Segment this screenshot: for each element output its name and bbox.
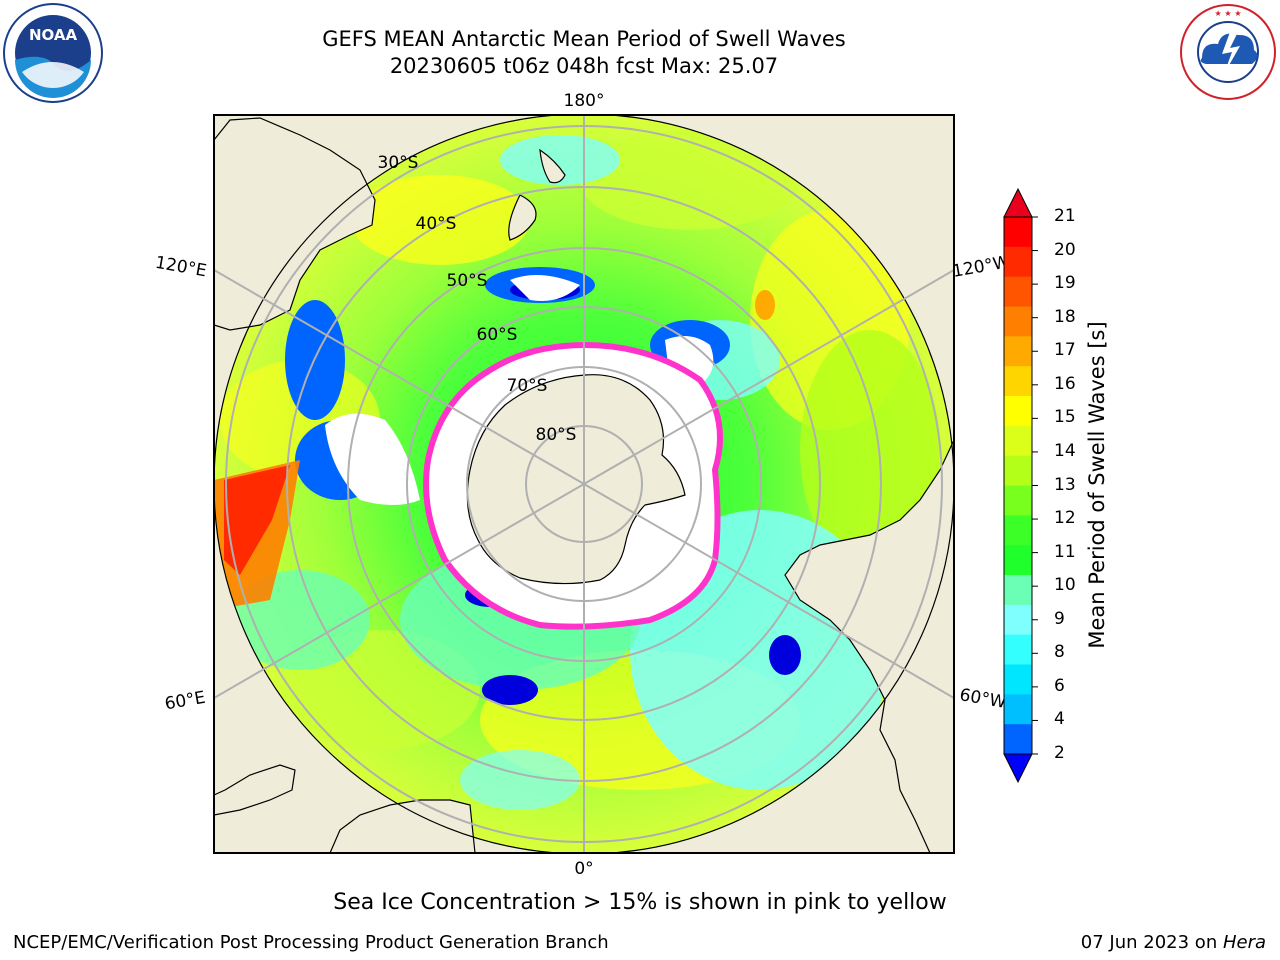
colorbar-segment: [1004, 604, 1032, 636]
colorbar-segment: [1004, 455, 1032, 486]
map-subtitle: 20230605 t06z 048h fcst Max: 25.07: [389, 54, 779, 78]
host-name: Hera: [1222, 932, 1266, 953]
colorbar-segment: [1004, 485, 1032, 516]
colorbar-tick-label: 9: [1054, 608, 1065, 629]
colorbar-under-triangle: [1003, 753, 1033, 784]
colorbar-tick-label: 11: [1054, 541, 1076, 562]
colorbar-tick-label: 21: [1054, 206, 1076, 226]
lon-label-180: 180°: [564, 91, 605, 111]
colorbar-tick-label: 16: [1054, 373, 1076, 394]
south-america-landmass: [784, 439, 954, 853]
colorbar-tick-label: 15: [1054, 407, 1076, 428]
colorbar-segment: [1004, 246, 1032, 278]
colorbar-tick-label: 8: [1054, 642, 1065, 663]
noaa-logo-text: NOAA: [29, 26, 78, 44]
lat-label-60s: 60°S: [477, 325, 518, 345]
colorbar-segment: [1004, 515, 1032, 546]
masked-area: [510, 275, 580, 301]
date-stamp: 07 Jun 2023 on Hera: [1081, 932, 1266, 953]
date-text: 07 Jun 2023 on: [1080, 932, 1223, 953]
colorbar-segment: [1004, 634, 1032, 665]
lat-label-40s: 40°S: [416, 214, 457, 234]
colorbar-segment: [1004, 724, 1032, 755]
credit-line: NCEP/EMC/Verification Post Processing Pr…: [13, 932, 609, 953]
colorbar-tick-label: 2: [1054, 743, 1065, 763]
noaa-logo: NOAA: [3, 3, 103, 103]
colorbar-tick-label: 10: [1054, 575, 1076, 596]
lat-label-30s: 30°S: [378, 153, 419, 173]
colorbar-tick-label: 19: [1054, 273, 1076, 294]
colorbar-segment: [1004, 575, 1032, 606]
colorbar-tick-label: 4: [1054, 709, 1065, 730]
colorbar-tick-label: 18: [1054, 306, 1076, 327]
nws-logo: ★ ★ ★: [1180, 4, 1276, 100]
colorbar-tick-label: 14: [1054, 440, 1076, 461]
lon-label-120e: 120°E: [154, 253, 208, 282]
svg-text:★ ★ ★: ★ ★ ★: [1214, 9, 1241, 18]
colorbar-segment: [1004, 336, 1032, 367]
colorbar-segment: [1004, 276, 1032, 307]
australia-landmass: [214, 117, 376, 331]
colorbar-tick-label: 20: [1054, 239, 1076, 260]
colorbar-segment: [1004, 217, 1032, 248]
map-title: GEFS MEAN Antarctic Mean Period of Swell…: [322, 27, 846, 51]
colorbar-segment: [1004, 425, 1032, 457]
colorbar-tick-label: 6: [1054, 675, 1065, 696]
colorbar-segment: [1004, 664, 1032, 695]
new-zealand-landmass: [508, 148, 566, 241]
lat-label-80s: 80°S: [536, 425, 577, 445]
longitude-gridlines: [214, 115, 954, 853]
lon-label-0: 0°: [574, 859, 593, 879]
madagascar-landmass: [214, 764, 296, 816]
colorbar-segment: [1004, 366, 1032, 397]
colorbar-tick-label: 12: [1054, 508, 1076, 529]
map-frame: [213, 114, 955, 854]
colorbar: [1003, 187, 1038, 784]
colorbar-title: Mean Period of Swell Waves [s]: [1085, 321, 1109, 649]
sea-ice-footnote: Sea Ice Concentration > 15% is shown in …: [333, 890, 947, 915]
colorbar-over-triangle: [1003, 187, 1033, 218]
colorbar-segment: [1004, 694, 1032, 725]
colorbar-tick-label: 13: [1054, 474, 1076, 495]
lat-label-50s: 50°S: [447, 271, 488, 291]
lon-label-60e: 60°E: [163, 688, 207, 715]
colorbar-tick-label: 17: [1054, 340, 1076, 361]
colorbar-segment: [1004, 306, 1032, 337]
colorbar-segment: [1004, 396, 1032, 427]
lat-label-70s: 70°S: [507, 376, 548, 396]
colorbar-segment: [1004, 545, 1032, 576]
